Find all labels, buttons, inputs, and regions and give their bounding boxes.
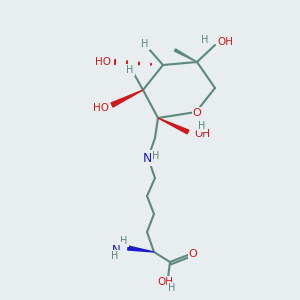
- Text: H: H: [120, 236, 128, 246]
- Polygon shape: [158, 118, 189, 134]
- Text: H: H: [126, 65, 134, 75]
- Polygon shape: [174, 49, 197, 62]
- Text: HO: HO: [93, 103, 109, 113]
- Text: OH: OH: [157, 277, 173, 287]
- Text: OH: OH: [194, 129, 210, 139]
- Text: H: H: [201, 35, 209, 45]
- Text: N: N: [112, 244, 121, 256]
- Text: O: O: [193, 108, 201, 118]
- Text: H: H: [198, 121, 206, 131]
- Text: N: N: [142, 152, 152, 164]
- Polygon shape: [128, 246, 154, 252]
- Text: H: H: [141, 39, 149, 49]
- Text: O: O: [189, 249, 197, 259]
- Text: HO: HO: [95, 57, 111, 67]
- Polygon shape: [111, 90, 143, 107]
- Text: H: H: [152, 151, 160, 161]
- Text: OH: OH: [217, 37, 233, 47]
- Text: H: H: [168, 283, 176, 293]
- Text: H: H: [111, 251, 119, 261]
